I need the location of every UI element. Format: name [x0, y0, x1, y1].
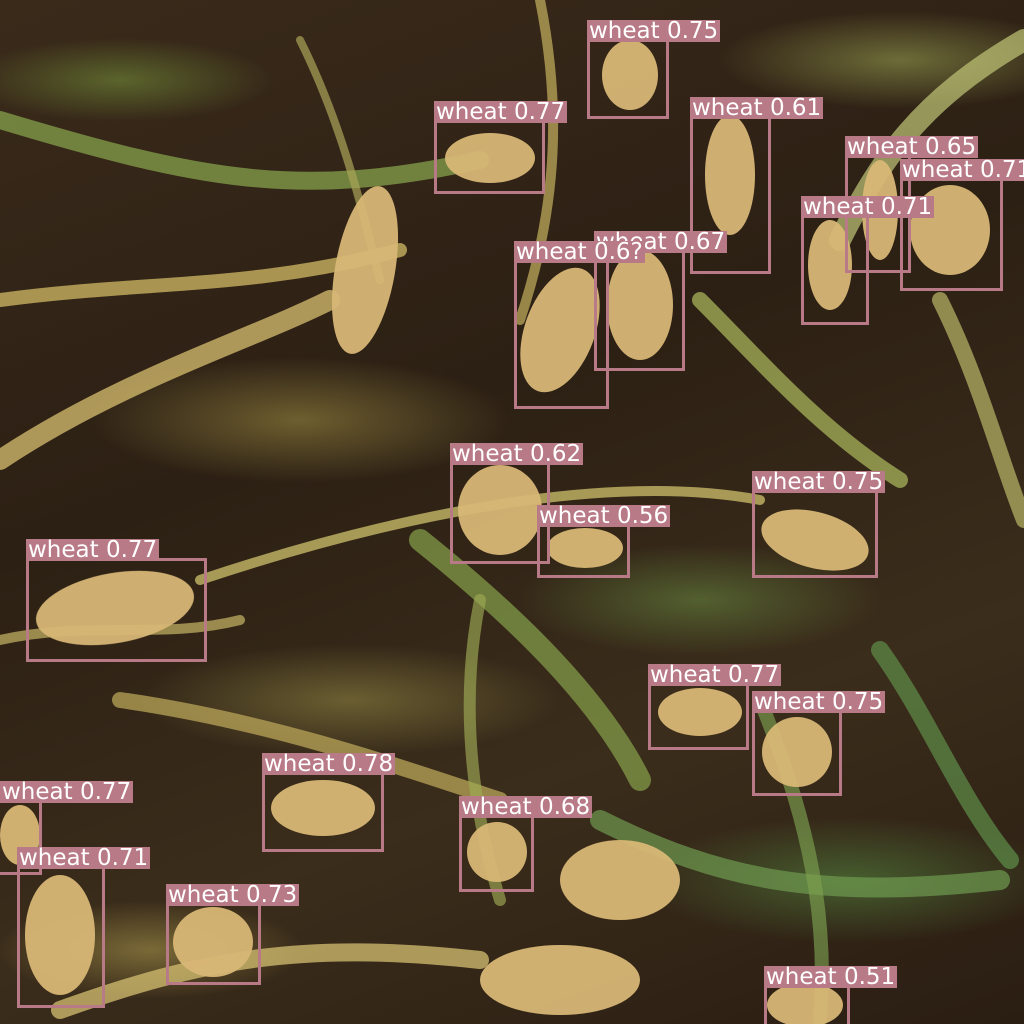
detection-box: wheat 0.77	[0, 781, 134, 875]
detection-box: wheat 0.75	[752, 471, 886, 578]
detection-box: wheat 0.62	[450, 443, 584, 564]
detection-box: wheat 0.68	[459, 796, 593, 892]
detection-label: wheat 0.62	[450, 441, 584, 467]
detection-box: wheat 0.75	[752, 691, 886, 796]
detection-label: wheat 0.56	[537, 503, 671, 529]
detection-box: wheat 0.71	[17, 847, 151, 1008]
detection-box: wheat 0.77	[26, 539, 207, 662]
detection-label: wheat 0.71	[801, 194, 935, 220]
detection-box: wheat 0.71	[801, 196, 935, 325]
detection-label: wheat 0.51	[764, 964, 898, 990]
detection-box: wheat 0.65	[845, 136, 979, 273]
detection-label: wheat 0.71	[900, 159, 1024, 182]
detection-box: wheat 0.6?	[514, 241, 645, 409]
detection-label: wheat 0.68	[459, 794, 593, 820]
detection-label: wheat 0.75	[752, 689, 886, 715]
detection-label: wheat 0.77	[434, 99, 568, 125]
detection-box: wheat 0.78	[262, 753, 396, 852]
detection-label: wheat 0.77	[0, 779, 134, 805]
detection-label: wheat 0.77	[648, 662, 782, 688]
detection-box: wheat 0.71	[900, 159, 1024, 291]
detection-label: wheat 0.77	[26, 537, 160, 563]
detection-label: wheat 0.78	[262, 751, 396, 777]
detection-label: wheat 0.75	[752, 469, 886, 495]
detection-box: wheat 0.77	[434, 101, 568, 194]
detection-box: wheat 0.77	[648, 664, 782, 750]
detection-label: wheat 0.65	[845, 134, 979, 160]
detection-label: wheat 0.6?	[514, 239, 645, 265]
detection-label: wheat 0.75	[587, 18, 721, 44]
detection-box: wheat 0.56	[537, 505, 671, 578]
detection-box: wheat 0.61	[690, 97, 824, 274]
detection-box: wheat 0.75	[587, 20, 721, 119]
detection-box: wheat 0.51	[764, 966, 898, 1024]
detection-label: wheat 0.73	[166, 882, 300, 908]
detection-label: wheat 0.61	[690, 95, 824, 121]
detection-box: wheat 0.73	[166, 884, 300, 985]
detection-label: wheat 0.71	[17, 845, 151, 871]
